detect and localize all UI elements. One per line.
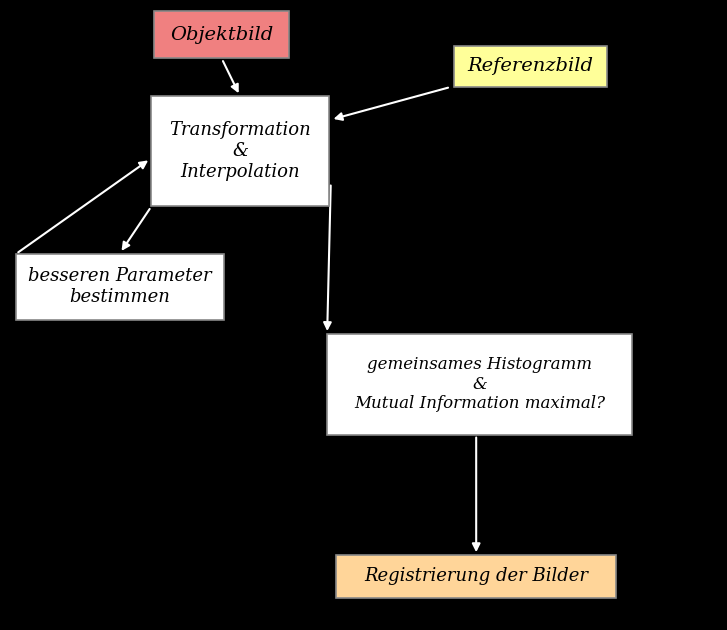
FancyBboxPatch shape — [327, 334, 632, 435]
FancyBboxPatch shape — [17, 253, 224, 319]
FancyBboxPatch shape — [154, 11, 289, 58]
Text: besseren Parameter
bestimmen: besseren Parameter bestimmen — [28, 267, 212, 306]
Text: Referenzbild: Referenzbild — [467, 57, 594, 75]
FancyBboxPatch shape — [454, 45, 607, 86]
Text: Transformation
&
Interpolation: Transformation & Interpolation — [169, 122, 310, 181]
FancyBboxPatch shape — [151, 96, 329, 207]
Text: Registrierung der Bilder: Registrierung der Bilder — [364, 568, 588, 585]
Text: Objektbild: Objektbild — [170, 26, 273, 43]
FancyBboxPatch shape — [336, 555, 616, 598]
Text: gemeinsames Histogramm
&
Mutual Information maximal?: gemeinsames Histogramm & Mutual Informat… — [354, 356, 606, 413]
